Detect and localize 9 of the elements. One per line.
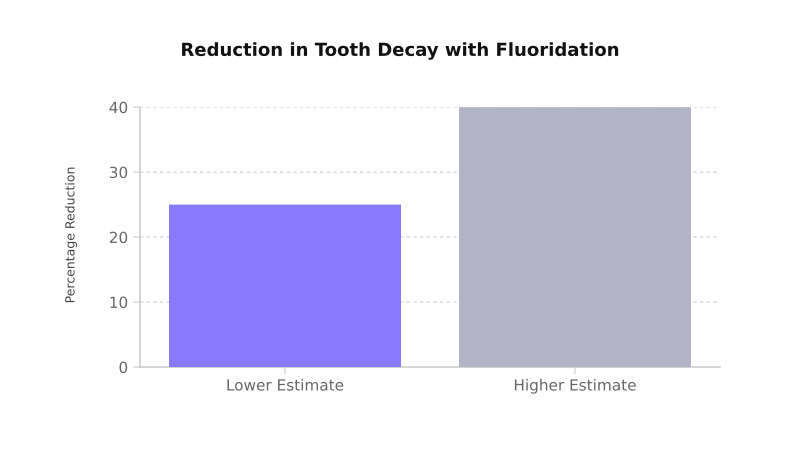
x-tick-label: Lower Estimate: [227, 378, 344, 391]
y-tick-label: 10: [110, 296, 128, 308]
y-tick-label: 30: [110, 166, 128, 178]
y-tick-label: 40: [110, 102, 128, 114]
y-tick-label: 20: [110, 232, 128, 244]
y-tick-label: 0: [119, 362, 128, 374]
x-tick-label: Higher Estimate: [514, 378, 636, 394]
y-axis-title: Percentage Reduction: [64, 168, 78, 302]
chart-title: Reduction in Tooth Decay with Fluoridation: [182, 42, 618, 60]
